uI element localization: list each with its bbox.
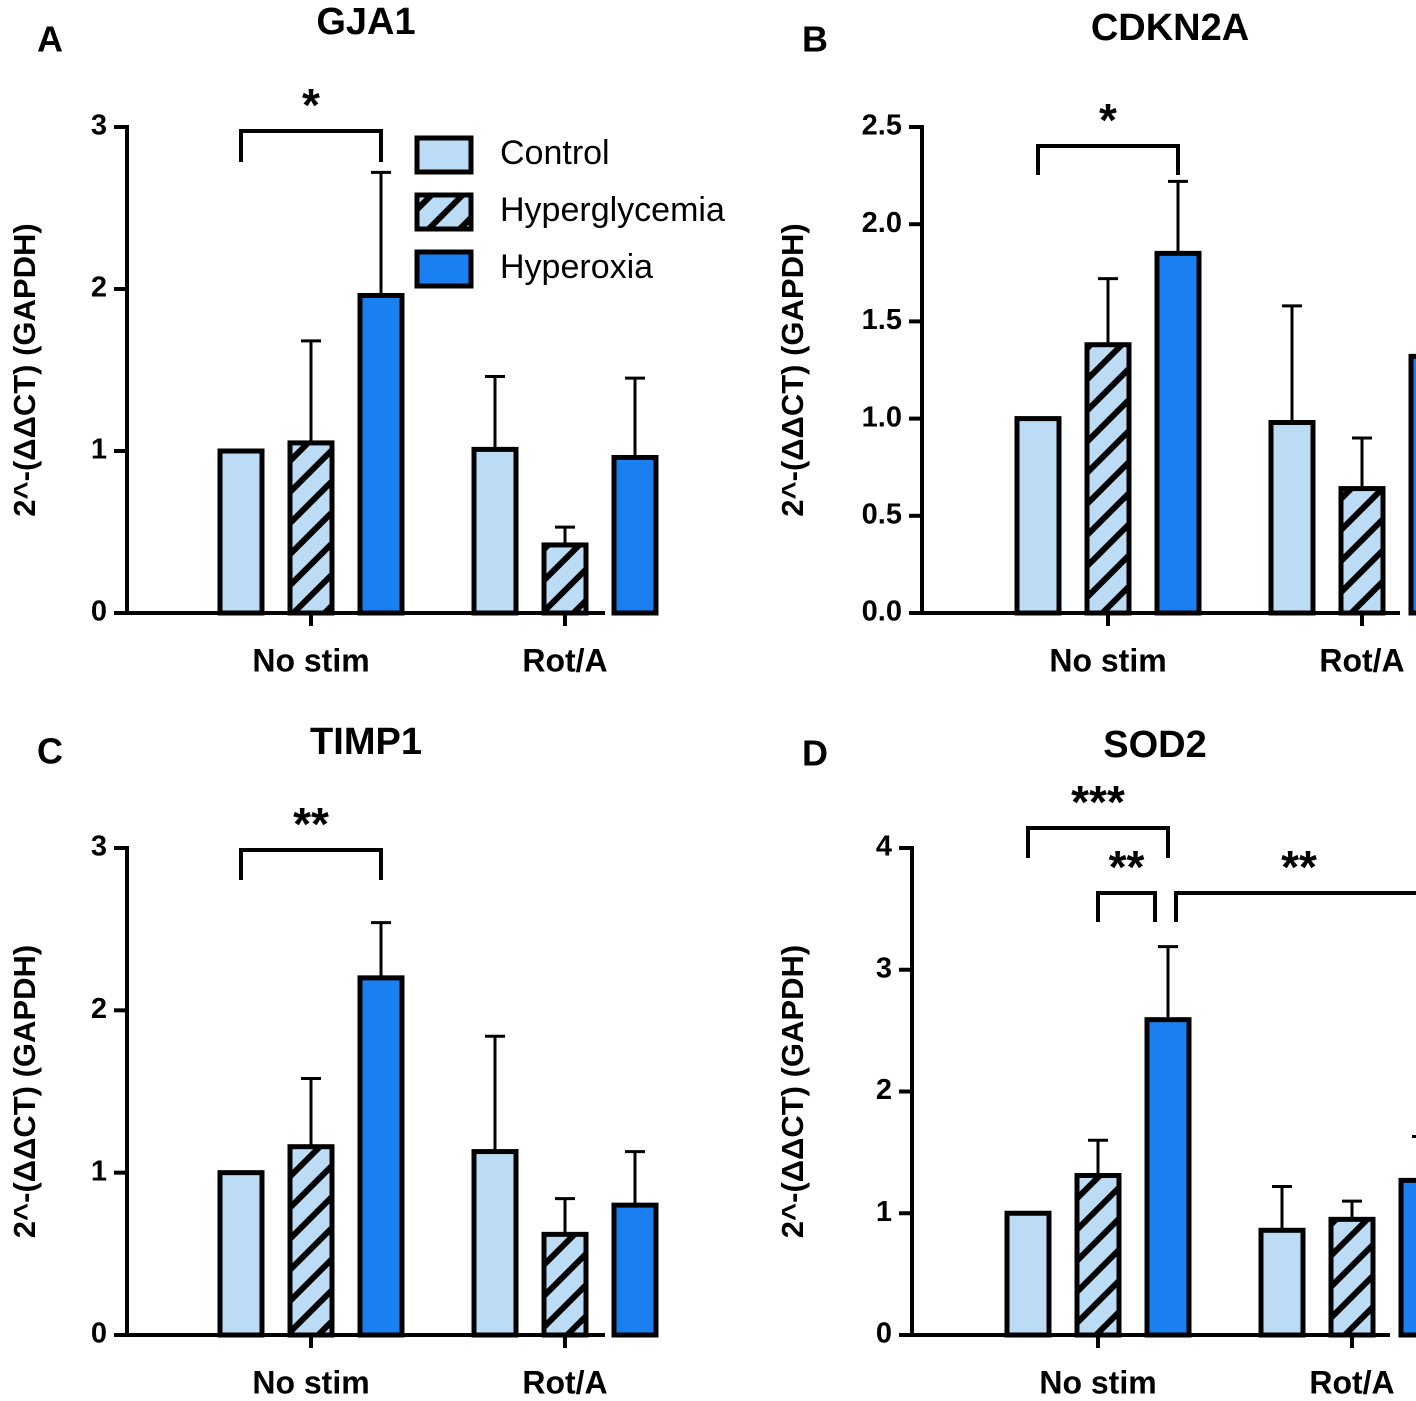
chart-title: TIMP1 [310, 721, 422, 763]
y-tick-label: 1 [91, 1155, 107, 1187]
significance-bracket [239, 848, 383, 880]
panel-label: C [37, 731, 63, 772]
y-tick-label: 2.5 [862, 110, 902, 142]
chart-title: CDKN2A [1091, 7, 1249, 49]
bar [1398, 1177, 1416, 1338]
significance-label: * [1099, 94, 1117, 146]
y-axis-label: 2^-(ΔΔCT) (GAPDH) [7, 945, 42, 1238]
legend-swatch [414, 249, 474, 289]
bar [1408, 353, 1416, 616]
bar [217, 1170, 265, 1338]
bar [1144, 1017, 1192, 1338]
y-tick-label: 0 [91, 596, 107, 628]
bar [1084, 342, 1132, 616]
legend-label: Hyperoxia [500, 248, 653, 286]
significance-label: ** [1109, 841, 1145, 893]
bar [611, 1202, 659, 1338]
bar [471, 1149, 519, 1338]
bar [1014, 416, 1062, 616]
bar [287, 440, 335, 616]
y-axis-label: 2^-(ΔΔCT) (GAPDH) [775, 945, 810, 1238]
bar [1154, 250, 1202, 616]
y-tick-label: 1.0 [862, 401, 902, 433]
significance-bracket [1026, 826, 1170, 858]
x-tick-label: No stim [252, 1364, 369, 1400]
bar [1004, 1210, 1052, 1338]
bar [1074, 1173, 1122, 1338]
bar [287, 1144, 335, 1338]
legend-swatch [414, 192, 474, 232]
x-tick-label: Rot/A [1319, 642, 1404, 678]
y-tick-label: 3 [91, 110, 107, 142]
y-tick-label: 2 [91, 272, 107, 304]
x-tick-label: Rot/A [522, 1364, 607, 1400]
x-tick-label: No stim [252, 642, 369, 678]
significance-bracket [1096, 891, 1157, 922]
y-tick-label: 3 [876, 952, 892, 984]
legend-label: Control [500, 134, 610, 172]
bar [357, 292, 405, 616]
y-axis-label: 2^-(ΔΔCT) (GAPDH) [775, 223, 810, 516]
x-tick-label: Rot/A [1309, 1364, 1394, 1400]
significance-label: ** [293, 798, 329, 850]
significance-bracket [1174, 891, 1416, 922]
bar [471, 446, 519, 616]
bar [217, 448, 265, 616]
y-tick-label: 1 [876, 1196, 892, 1228]
y-tick-label: 0 [91, 1318, 107, 1350]
y-tick-label: 4 [876, 831, 892, 863]
x-tick-label: No stim [1039, 1364, 1156, 1400]
significance-bracket [1036, 144, 1180, 175]
y-tick-label: 2 [91, 993, 107, 1025]
bar [1328, 1216, 1376, 1338]
y-tick-label: 3 [91, 831, 107, 863]
legend-swatch [414, 135, 474, 175]
y-tick-label: 0.5 [862, 498, 902, 530]
bar [1268, 419, 1316, 616]
y-tick-label: 0 [876, 1318, 892, 1350]
y-axis-label: 2^-(ΔΔCT) (GAPDH) [7, 223, 42, 516]
bar [357, 975, 405, 1338]
x-tick-label: No stim [1049, 642, 1166, 678]
y-tick-label: 2.0 [862, 207, 902, 239]
significance-label: * [302, 79, 320, 131]
panel-label: A [37, 19, 63, 60]
y-tick-label: 1.5 [862, 304, 902, 336]
panel-label: D [802, 733, 828, 774]
chart-title: GJA1 [316, 1, 415, 43]
legend-label: Hyperglycemia [500, 191, 725, 229]
y-tick-label: 2 [876, 1074, 892, 1106]
bar [1338, 486, 1386, 616]
bar [541, 542, 589, 616]
bar [1258, 1227, 1306, 1338]
chart-title: SOD2 [1103, 724, 1206, 766]
x-tick-label: Rot/A [522, 642, 607, 678]
significance-label: ** [1281, 841, 1317, 893]
bar [541, 1231, 589, 1338]
bar [611, 454, 659, 616]
y-tick-label: 0.0 [862, 596, 902, 628]
panel-label: B [802, 19, 828, 60]
significance-label: *** [1071, 776, 1125, 828]
y-tick-label: 1 [91, 434, 107, 466]
significance-bracket [239, 129, 383, 162]
